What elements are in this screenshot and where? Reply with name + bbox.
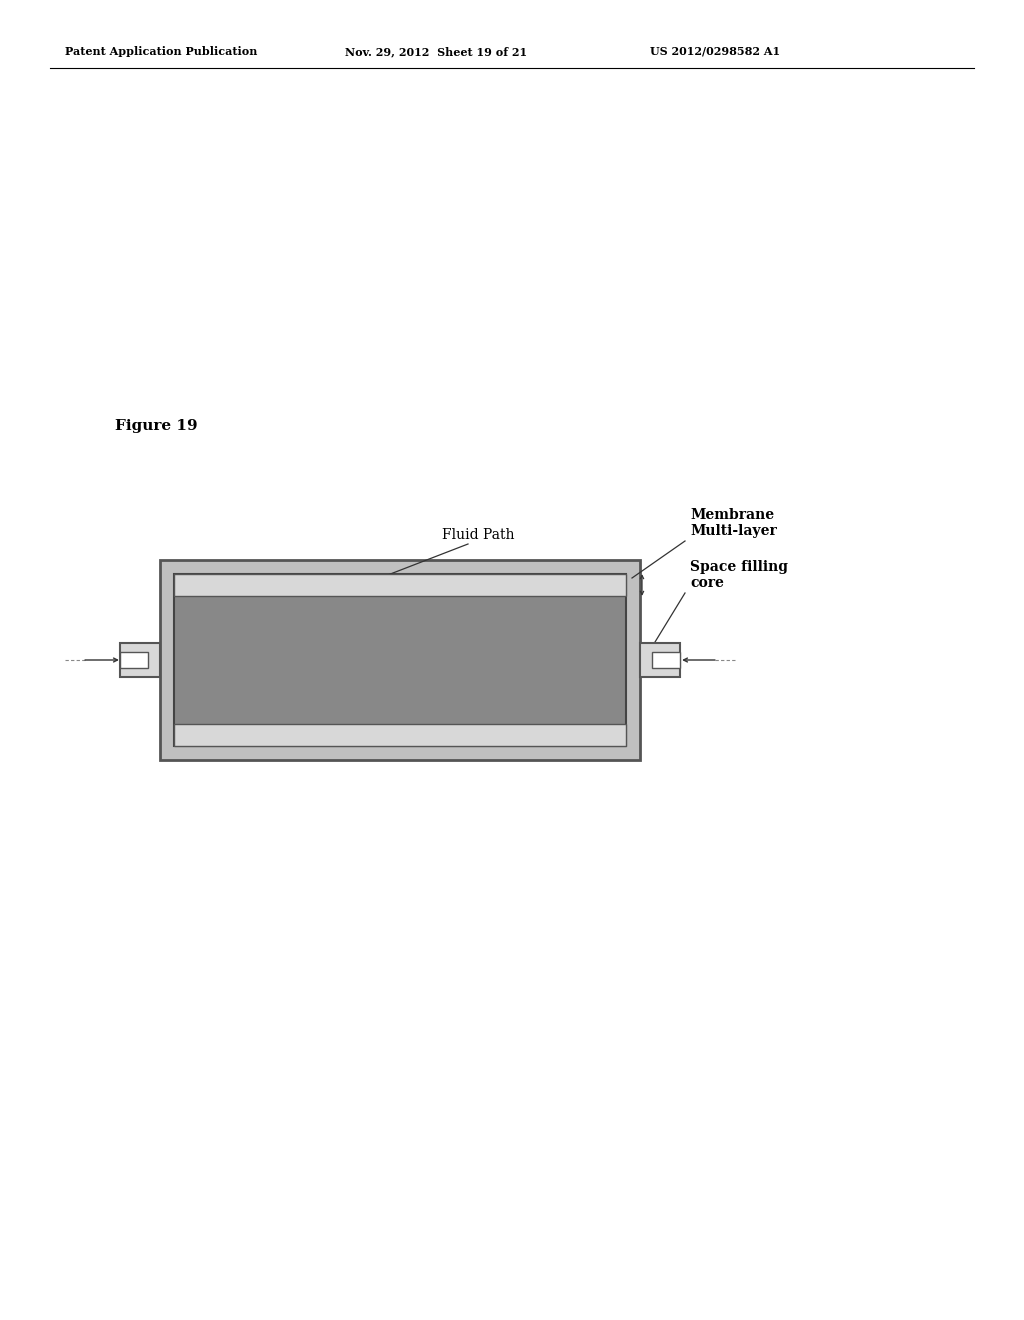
Text: Patent Application Publication: Patent Application Publication xyxy=(65,46,257,57)
Text: Figure 19: Figure 19 xyxy=(115,418,198,433)
Bar xyxy=(120,643,160,677)
Bar xyxy=(652,652,680,668)
Bar xyxy=(174,574,626,746)
Bar xyxy=(174,574,626,746)
Text: Fluid Path: Fluid Path xyxy=(441,528,514,543)
Bar xyxy=(174,723,626,746)
Text: US 2012/0298582 A1: US 2012/0298582 A1 xyxy=(650,46,780,57)
Bar xyxy=(120,652,148,668)
Text: Membrane
Multi-layer: Membrane Multi-layer xyxy=(690,508,777,539)
Bar xyxy=(160,560,640,760)
Text: Nov. 29, 2012  Sheet 19 of 21: Nov. 29, 2012 Sheet 19 of 21 xyxy=(345,46,527,57)
Bar xyxy=(640,643,680,677)
Bar xyxy=(174,574,626,597)
Text: Space filling
core: Space filling core xyxy=(690,560,788,590)
